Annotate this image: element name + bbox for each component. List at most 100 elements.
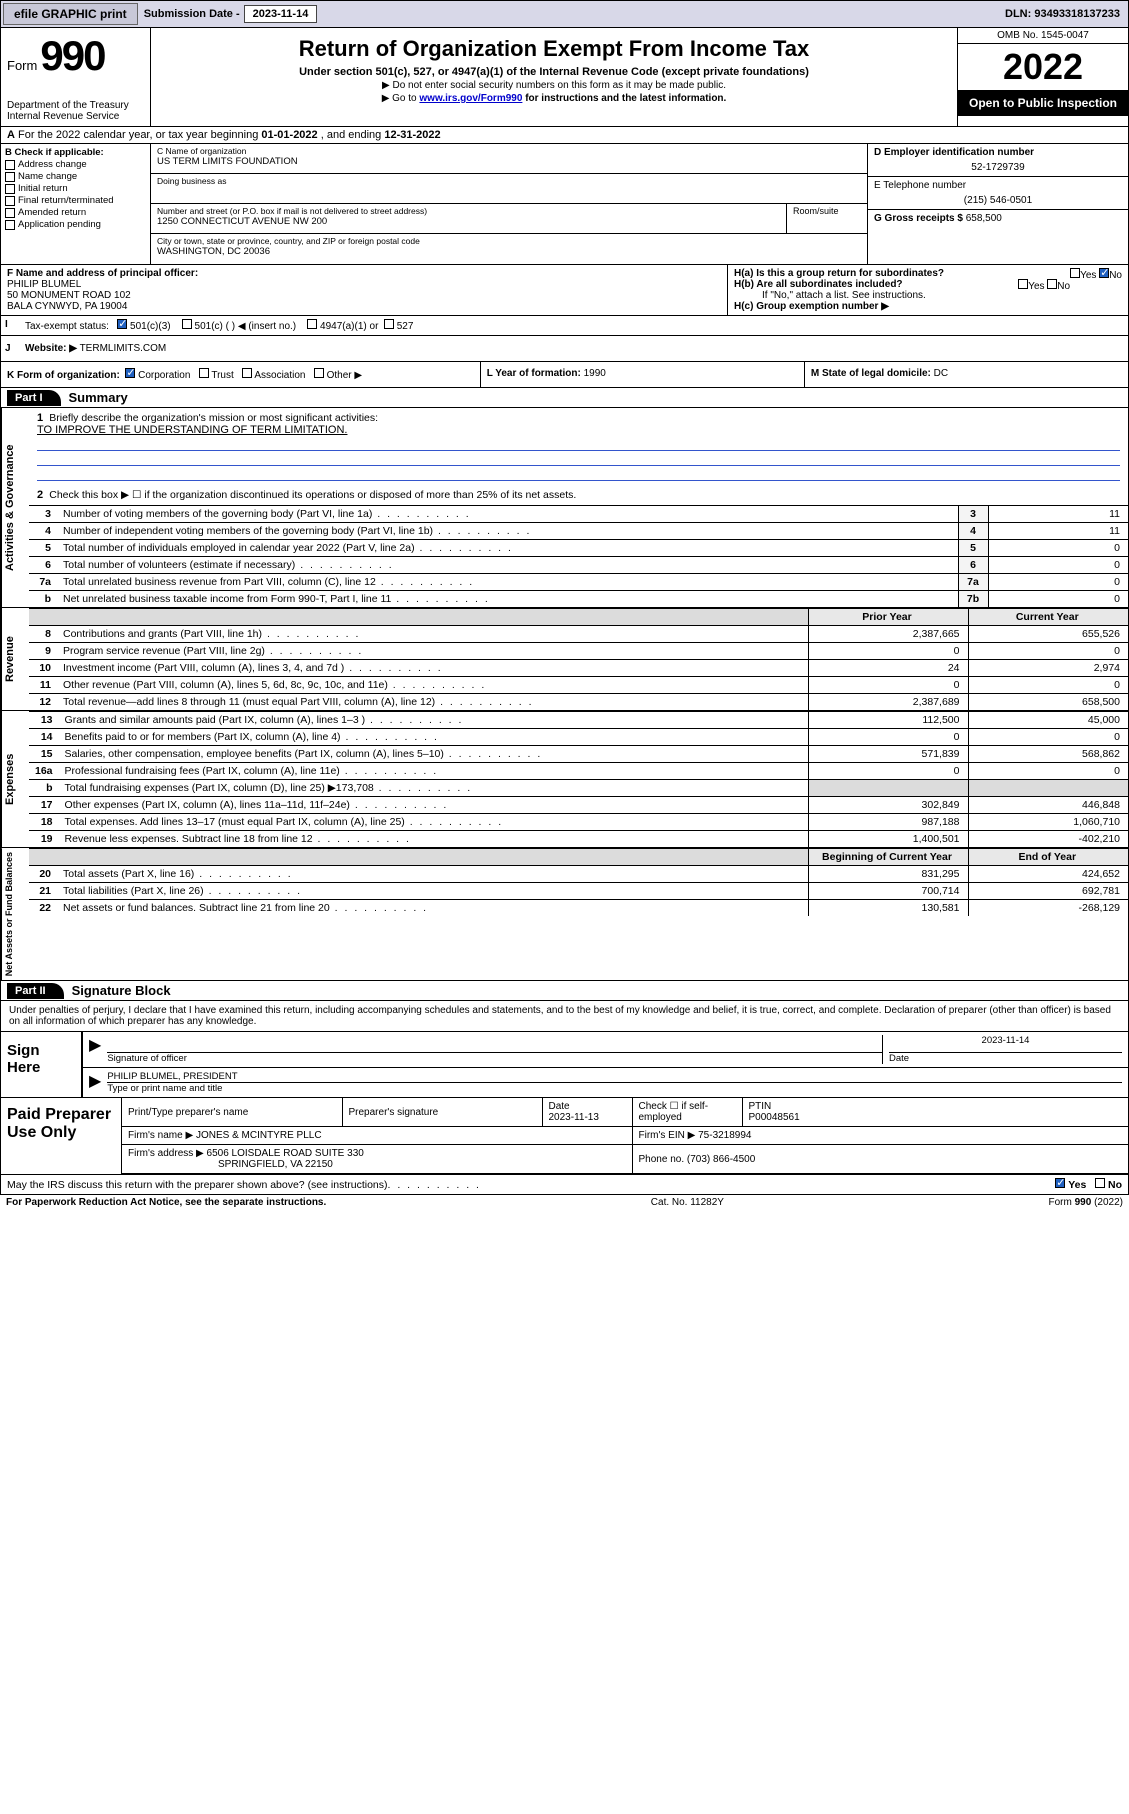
opt-address-change: Address change <box>18 159 87 170</box>
line-text: Net assets or fund balances. Subtract li… <box>57 900 808 917</box>
ha-no[interactable] <box>1099 268 1109 278</box>
officer-addr2: BALA CYNWYD, PA 19004 <box>7 301 127 312</box>
line-num: 13 <box>29 712 59 729</box>
ha-yes[interactable] <box>1070 268 1080 278</box>
line-text: Benefits paid to or for members (Part IX… <box>59 729 808 746</box>
col-b-label: B Check if applicable: <box>5 147 146 158</box>
part2-badge: Part II <box>7 983 64 999</box>
note2-post: for instructions and the latest informat… <box>525 93 726 104</box>
curr-value <box>968 780 1128 797</box>
hb-no[interactable] <box>1047 279 1057 289</box>
officer-typed-sub: Type or print name and title <box>107 1083 1122 1094</box>
gov-table: 3 Number of voting members of the govern… <box>29 505 1128 607</box>
opt-amended-return: Amended return <box>18 207 86 218</box>
chk-4947[interactable] <box>307 319 317 329</box>
chk-name-change[interactable] <box>5 172 15 182</box>
form-note-ssn: ▶ Do not enter social security numbers o… <box>159 80 949 91</box>
discuss-yes-lbl: Yes <box>1068 1179 1086 1191</box>
col-hdr-prior: Beginning of Current Year <box>808 849 968 866</box>
prior-value: 2,387,665 <box>808 626 968 643</box>
line-num: 22 <box>29 900 57 917</box>
line-text: Other expenses (Part IX, column (A), lin… <box>59 797 808 814</box>
line-text: Professional fundraising fees (Part IX, … <box>59 763 808 780</box>
part1-badge: Part I <box>7 390 61 406</box>
line-num: 11 <box>29 677 57 694</box>
chk-other[interactable] <box>314 368 324 378</box>
part2-header-row: Part II Signature Block <box>0 981 1129 1001</box>
chk-final-return[interactable] <box>5 196 15 206</box>
line-num: b <box>29 591 57 608</box>
mission-text: TO IMPROVE THE UNDERSTANDING OF TERM LIM… <box>37 424 1120 436</box>
rev-table: Prior Year Current Year8 Contributions a… <box>29 608 1128 710</box>
prior-value: 2,387,689 <box>808 694 968 711</box>
irs-link[interactable]: www.irs.gov/Form990 <box>419 93 522 104</box>
col-b-checkboxes: B Check if applicable: Address change Na… <box>1 144 151 264</box>
form-title: Return of Organization Exempt From Incom… <box>159 36 949 62</box>
discuss-row: May the IRS discuss this return with the… <box>0 1175 1129 1195</box>
opt-527: 527 <box>397 321 414 332</box>
discuss-no[interactable] <box>1095 1178 1105 1188</box>
line-text: Program service revenue (Part VIII, line… <box>57 643 808 660</box>
form-header: Form 990 Department of the Treasury Inte… <box>0 28 1129 127</box>
chk-501c3[interactable] <box>117 319 127 329</box>
row-j-label: J <box>1 340 21 357</box>
line-num: b <box>29 780 59 797</box>
row-i-text: Tax-exempt status: <box>25 321 109 332</box>
opt-assoc: Association <box>254 370 305 381</box>
firm-name: JONES & MCINTYRE PLLC <box>196 1130 322 1141</box>
chk-corp[interactable] <box>125 368 135 378</box>
firm-addr2: SPRINGFIELD, VA 22150 <box>128 1159 333 1170</box>
opt-4947: 4947(a)(1) or <box>320 321 378 332</box>
chk-initial-return[interactable] <box>5 184 15 194</box>
k-label: K Form of organization: <box>7 370 120 381</box>
curr-value: 1,060,710 <box>968 814 1128 831</box>
sig-date-value: 2023-11-14 <box>889 1035 1122 1053</box>
firm-ein-label: Firm's EIN ▶ <box>639 1130 696 1141</box>
hb-yes[interactable] <box>1018 279 1028 289</box>
form-number: 990 <box>40 32 104 79</box>
line-value: 0 <box>988 591 1128 608</box>
officer-signature-line[interactable] <box>107 1035 882 1053</box>
net-table: Beginning of Current Year End of Year20 … <box>29 848 1128 916</box>
line-num: 5 <box>29 540 57 557</box>
sig-date-label: Date <box>889 1053 1122 1064</box>
signature-block: Under penalties of perjury, I declare th… <box>0 1001 1129 1098</box>
discuss-yes[interactable] <box>1055 1178 1065 1188</box>
row-a-label: A <box>7 129 15 141</box>
chk-app-pending[interactable] <box>5 220 15 230</box>
arrow-icon: ▶ <box>89 1071 101 1094</box>
curr-value: 0 <box>968 729 1128 746</box>
line-value: 11 <box>988 523 1128 540</box>
declaration-text: Under penalties of perjury, I declare th… <box>1 1001 1128 1032</box>
q1-text: Briefly describe the organization's miss… <box>49 412 378 424</box>
chk-amended-return[interactable] <box>5 208 15 218</box>
chk-527[interactable] <box>384 319 394 329</box>
line-value: 0 <box>988 557 1128 574</box>
opt-initial-return: Initial return <box>18 183 68 194</box>
row-i: I Tax-exempt status: 501(c)(3) 501(c) ( … <box>0 316 1129 336</box>
phone-label: E Telephone number <box>874 180 1122 191</box>
opt-final-return: Final return/terminated <box>18 195 114 206</box>
chk-501c[interactable] <box>182 319 192 329</box>
prior-value: 1,400,501 <box>808 831 968 848</box>
ha-label: H(a) Is this a group return for subordin… <box>734 268 944 279</box>
opt-other: Other ▶ <box>327 370 362 381</box>
line-num: 8 <box>29 626 57 643</box>
line-text: Salaries, other compensation, employee b… <box>59 746 808 763</box>
curr-value: 446,848 <box>968 797 1128 814</box>
line-num: 4 <box>29 523 57 540</box>
preparer-title: Paid Preparer Use Only <box>1 1098 121 1174</box>
line-num: 21 <box>29 883 57 900</box>
chk-trust[interactable] <box>199 368 209 378</box>
chk-address-change[interactable] <box>5 160 15 170</box>
form-note-link: ▶ Go to www.irs.gov/Form990 for instruct… <box>159 93 949 104</box>
chk-assoc[interactable] <box>242 368 252 378</box>
dln-text: DLN: 93493318137233 <box>997 5 1128 23</box>
curr-value: 2,974 <box>968 660 1128 677</box>
line-text: Total fundraising expenses (Part IX, col… <box>59 780 808 797</box>
efile-print-button[interactable]: efile GRAPHIC print <box>3 3 138 25</box>
gross-value: 658,500 <box>966 213 1002 224</box>
opt-corp: Corporation <box>138 370 190 381</box>
line-num: 9 <box>29 643 57 660</box>
line-num: 18 <box>29 814 59 831</box>
